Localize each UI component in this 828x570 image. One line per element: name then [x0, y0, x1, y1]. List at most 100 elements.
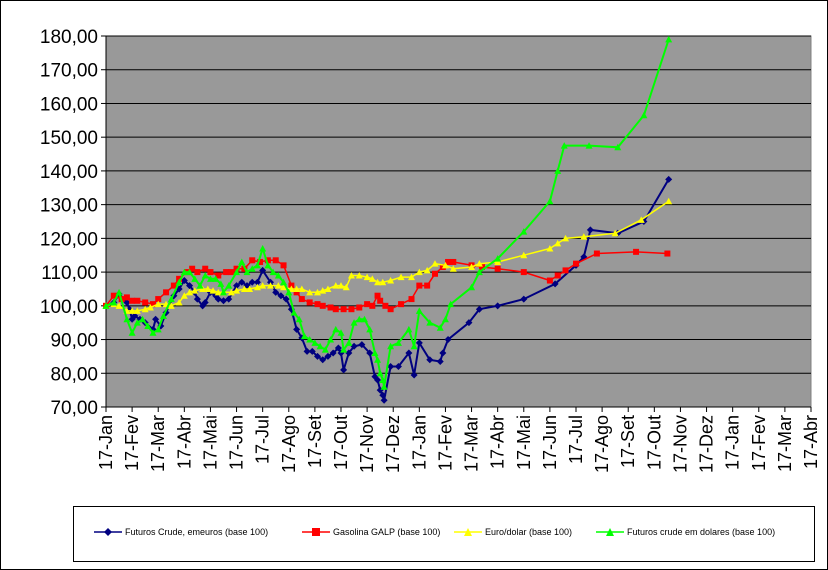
data-point — [285, 288, 293, 296]
data-point — [340, 306, 347, 313]
legend-item-gasolina: Gasolina GALP (base 100) — [302, 527, 440, 537]
data-point — [272, 288, 280, 296]
data-point — [298, 285, 306, 292]
data-point — [269, 268, 277, 276]
legend: Futuros Crude, emeuros (base 100) Gasoli… — [73, 506, 815, 562]
data-point — [246, 285, 254, 292]
data-point — [321, 346, 329, 353]
data-point — [123, 315, 131, 323]
data-point — [405, 349, 413, 357]
data-point — [332, 282, 340, 289]
data-point — [204, 285, 212, 292]
data-point — [259, 244, 267, 252]
data-point — [324, 352, 332, 360]
data-point — [494, 258, 502, 265]
data-point — [387, 363, 395, 371]
data-point — [665, 35, 673, 43]
data-point — [193, 295, 201, 303]
data-point — [380, 396, 388, 404]
x-tick-label: 17-Jan — [96, 415, 116, 470]
data-point — [220, 288, 227, 296]
data-point — [586, 226, 594, 234]
data-point — [264, 261, 272, 269]
data-point — [416, 282, 423, 289]
data-point — [189, 265, 196, 272]
data-point — [282, 295, 290, 303]
data-point — [371, 349, 379, 357]
data-point — [319, 302, 326, 309]
data-point — [423, 266, 431, 274]
data-point — [186, 288, 194, 296]
data-point — [611, 229, 619, 237]
x-tick-label: 17-Fev — [749, 415, 769, 471]
data-point — [554, 239, 562, 247]
data-point — [191, 275, 199, 282]
data-point — [546, 244, 554, 252]
y-tick-label: 150,00 — [40, 128, 98, 149]
data-point — [347, 271, 355, 279]
x-tick-label: 17-Mai — [514, 415, 534, 470]
data-point — [298, 296, 305, 303]
data-point — [233, 268, 241, 276]
data-point — [350, 342, 358, 350]
data-point — [546, 197, 554, 205]
data-point — [387, 306, 394, 313]
data-point — [306, 336, 314, 343]
data-point — [314, 352, 321, 360]
data-point — [175, 278, 183, 286]
data-point — [202, 265, 209, 272]
y-tick-label: 170,00 — [40, 61, 98, 82]
data-point — [167, 302, 175, 309]
data-point — [450, 258, 457, 265]
data-point — [614, 143, 622, 151]
data-point — [186, 268, 194, 276]
data-point — [337, 282, 345, 289]
data-point — [129, 297, 136, 304]
data-point — [374, 376, 382, 384]
data-point — [144, 322, 152, 330]
y-tick-label: 120,00 — [40, 229, 98, 250]
y-tick-label: 130,00 — [40, 196, 98, 217]
data-point — [248, 265, 256, 272]
legend-label-euro-dolar: Euro/dolar (base 100) — [485, 527, 573, 537]
x-tick-label: 17-Jun — [227, 415, 247, 470]
data-point — [154, 325, 162, 333]
data-point — [387, 277, 395, 284]
data-point — [551, 280, 559, 288]
data-point — [264, 257, 271, 264]
data-point — [175, 298, 183, 306]
data-point — [186, 282, 194, 290]
data-point — [585, 142, 593, 149]
data-point — [290, 309, 298, 316]
x-tick-label: 17-Fev — [435, 415, 455, 471]
data-point — [355, 271, 363, 279]
plot-area — [105, 35, 812, 408]
data-point — [220, 297, 227, 305]
data-point — [475, 268, 483, 276]
x-tick-label: 17-Jul — [253, 415, 273, 464]
data-point — [319, 287, 327, 294]
data-point — [374, 356, 382, 363]
data-point — [133, 307, 141, 314]
data-point — [379, 278, 387, 286]
data-point — [180, 268, 188, 276]
data-point — [580, 233, 588, 240]
data-point — [554, 272, 561, 279]
data-point — [415, 339, 423, 347]
data-point — [479, 264, 485, 271]
data-point — [102, 302, 110, 309]
data-point — [233, 282, 241, 290]
x-tick-label: 17-Out — [644, 415, 664, 470]
data-point — [633, 248, 640, 255]
y-tick-label: 110,00 — [41, 263, 98, 284]
legend-swatch-euro-dolar — [454, 528, 482, 536]
data-point — [206, 275, 214, 282]
data-point — [520, 251, 528, 259]
x-tick-label: 17-Abr — [488, 415, 508, 469]
data-point — [342, 283, 350, 291]
y-tick-label: 160,00 — [40, 94, 98, 115]
data-point — [439, 349, 447, 357]
legend-item-crude-dolares: Futuros crude em dolares (base 100) — [596, 527, 775, 537]
data-point — [358, 341, 366, 349]
data-point — [334, 344, 342, 352]
